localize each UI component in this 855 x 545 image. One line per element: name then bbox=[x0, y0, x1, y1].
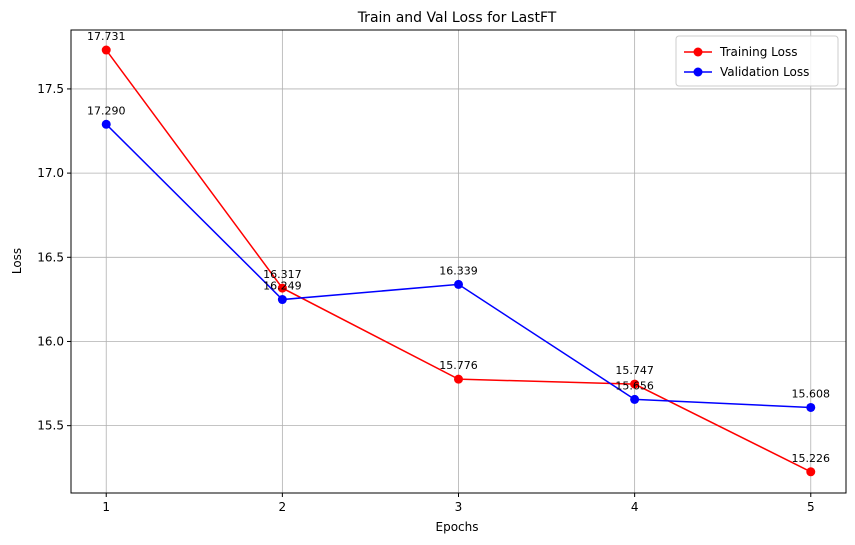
data-label: 16.317 bbox=[263, 268, 302, 281]
data-label: 16.249 bbox=[263, 280, 302, 293]
data-label: 15.656 bbox=[615, 379, 654, 392]
data-point bbox=[806, 402, 816, 412]
legend-label: Validation Loss bbox=[720, 65, 809, 79]
data-point bbox=[630, 379, 640, 389]
x-tick-label: 2 bbox=[279, 500, 287, 514]
data-label: 15.747 bbox=[615, 364, 654, 377]
y-tick-label: 17.5 bbox=[37, 82, 64, 96]
legend: Training Loss Validation Loss bbox=[675, 35, 839, 87]
legend-box bbox=[675, 35, 839, 87]
data-point bbox=[277, 295, 287, 305]
x-tick-label: 5 bbox=[807, 500, 815, 514]
x-tick-label: 4 bbox=[631, 500, 639, 514]
data-label: 15.226 bbox=[792, 452, 831, 465]
data-point bbox=[101, 45, 111, 55]
data-label: 16.339 bbox=[439, 264, 478, 277]
data-label: 17.290 bbox=[87, 104, 126, 117]
series-group bbox=[101, 45, 816, 477]
data-labels: 17.731 16.317 15.776 15.747 15.226 17.290 16.2… bbox=[87, 30, 830, 465]
data-label: 15.776 bbox=[439, 359, 478, 372]
legend-label: Training Loss bbox=[719, 45, 797, 59]
grid bbox=[71, 30, 846, 493]
y-tick-label: 16.0 bbox=[37, 334, 64, 348]
data-point bbox=[277, 283, 287, 293]
y-tick-label: 15.5 bbox=[37, 419, 64, 433]
data-label: 15.608 bbox=[792, 387, 831, 400]
x-axis-label: Epochs bbox=[436, 520, 479, 534]
y-tick-label: 17.0 bbox=[37, 166, 64, 180]
data-point bbox=[630, 394, 640, 404]
y-axis-label: Loss bbox=[10, 248, 24, 274]
data-label: 17.731 bbox=[87, 30, 126, 43]
legend-swatch-marker bbox=[693, 67, 703, 77]
data-point bbox=[454, 374, 463, 384]
y-tick-label: 16.5 bbox=[37, 250, 64, 264]
data-point bbox=[454, 279, 463, 289]
chart-title: Train and Val Loss for LastFT bbox=[357, 10, 557, 26]
data-point bbox=[806, 467, 816, 477]
axis-ticks: 1 2 3 4 5 15.5 16.0 16.5 17.0 17.5 bbox=[37, 82, 814, 514]
legend-swatch-marker bbox=[693, 47, 703, 57]
x-tick-label: 1 bbox=[102, 500, 110, 514]
x-tick-label: 3 bbox=[455, 500, 463, 514]
data-point bbox=[101, 119, 111, 129]
